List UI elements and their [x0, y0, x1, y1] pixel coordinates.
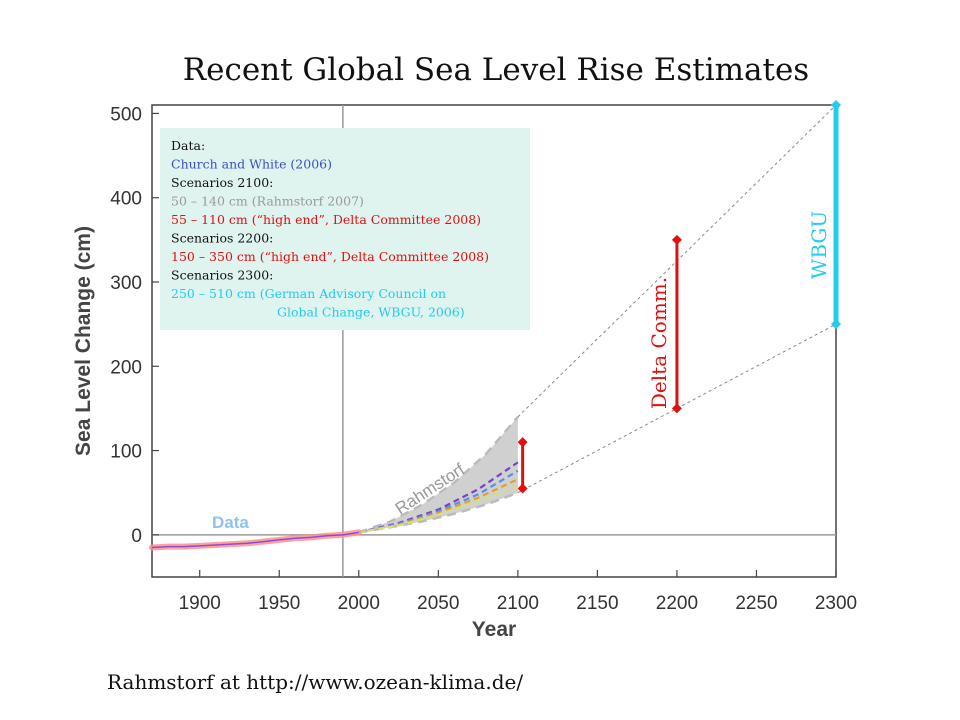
projection-ranges	[517, 100, 841, 494]
legend-background	[160, 128, 530, 330]
rahmstorf-band	[358, 416, 519, 534]
x-tick-label: 2250	[735, 593, 777, 614]
source-caption: Rahmstorf at http://www.ozean-klima.de/	[107, 670, 524, 694]
annotation-label: WBGU	[807, 211, 831, 279]
model-run-line	[358, 461, 519, 534]
legend-entry: Church and White (2006)	[171, 157, 332, 172]
model-runs	[358, 461, 519, 534]
x-tick-label: 1950	[258, 593, 300, 614]
x-tick-label: 2100	[497, 593, 539, 614]
x-tick-label: 2200	[656, 593, 698, 614]
annotation-label: Data	[212, 513, 249, 532]
model-run-line	[358, 478, 519, 534]
observed-data-line	[151, 531, 359, 549]
x-tick-label: 1900	[179, 593, 221, 614]
legend-entry: Scenarios 2300:	[171, 268, 273, 283]
legend-entry: Scenarios 2100:	[171, 175, 273, 190]
y-tick-label: 300	[110, 273, 142, 294]
observed-data	[149, 529, 362, 551]
x-axis-label: Year	[472, 618, 516, 641]
y-axis: 0 100 200 300 400 500	[110, 104, 159, 547]
legend-entry: 250 – 510 cm (German Advisory Council on	[171, 286, 446, 301]
projection-range-end	[671, 234, 682, 245]
projection-range-end	[831, 100, 841, 110]
projection-range-end	[671, 403, 682, 414]
x-tick-label: 2150	[576, 593, 618, 614]
legend-entry: 55 – 110 cm (“high end”, Delta Committee…	[171, 212, 481, 227]
x-tick-label: 2050	[417, 593, 459, 614]
projection-range-end	[517, 437, 528, 448]
legend-entry: Global Change, WBGU, 2006)	[277, 305, 465, 320]
rahmstorf-band-area	[358, 416, 518, 533]
legend-entry: Scenarios 2200:	[171, 231, 273, 246]
legend-entry: 50 – 140 cm (Rahmstorf 2007)	[171, 194, 364, 209]
y-tick-label: 500	[110, 104, 142, 125]
model-run-line	[358, 469, 519, 534]
x-tick-label: 2000	[338, 593, 380, 614]
chart-title: Recent Global Sea Level Rise Estimates	[182, 52, 810, 88]
y-axis-label: Sea Level Change (cm)	[72, 226, 95, 456]
y-tick-label: 200	[110, 357, 142, 378]
annotation-label: Delta Comm.	[647, 277, 671, 409]
x-tick-label: 2300	[815, 593, 857, 614]
x-axis: 1900 1950 2000 2050 2100 2150 2200 2250 2300	[179, 570, 857, 614]
legend-entry: Data:	[171, 138, 205, 153]
legend-entry: 150 – 350 cm (“high end”, Delta Committe…	[171, 249, 489, 264]
model-run-line	[358, 484, 519, 534]
projection-range-end	[831, 319, 841, 330]
y-tick-label: 400	[110, 189, 142, 210]
y-tick-label: 0	[131, 526, 142, 547]
y-tick-label: 100	[110, 442, 142, 463]
rahmstorf-band-lower	[358, 491, 519, 534]
legend-box: Data: Church and White (2006) Scenarios 21…	[160, 128, 530, 330]
projection-range-end	[517, 483, 528, 494]
